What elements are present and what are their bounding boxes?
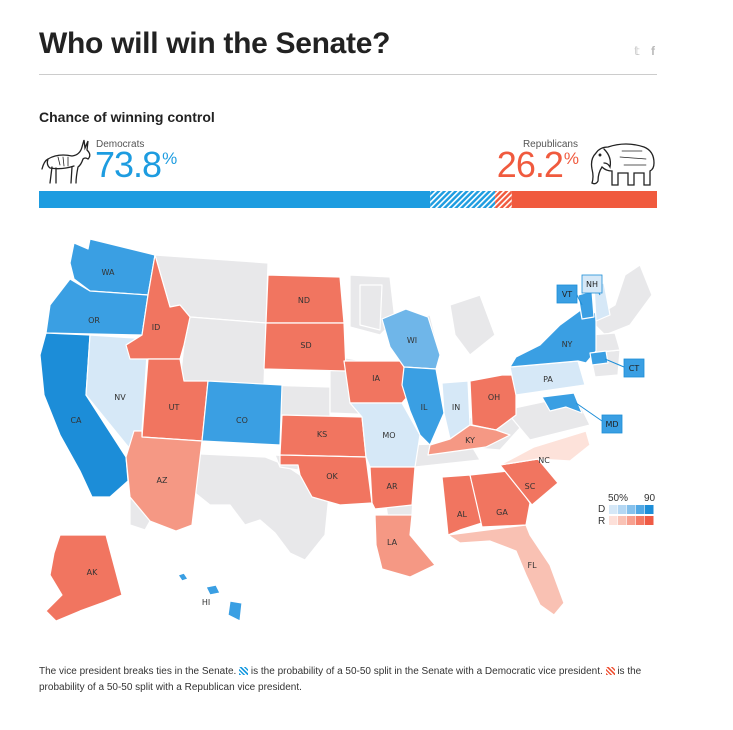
bar-republicans-tie xyxy=(495,191,512,208)
share-buttons: 𝕥 f xyxy=(626,44,655,58)
state-nc[interactable] xyxy=(499,430,591,466)
republicans-chance: 26.2% xyxy=(496,144,579,185)
bar-democrats-tie xyxy=(430,191,496,208)
democrats-label: Democrats xyxy=(96,139,145,150)
legend-swatch-r-2 xyxy=(618,516,627,525)
legend-swatch-d-2 xyxy=(618,505,627,514)
state-co[interactable] xyxy=(201,380,283,446)
state-label-az: AZ xyxy=(157,476,168,485)
legend-dem-row-label: D xyxy=(598,504,606,515)
bar-democrats-solid xyxy=(39,191,431,208)
legend-swatch-d-4 xyxy=(636,505,645,514)
state-il[interactable] xyxy=(401,366,445,446)
state-ky[interactable] xyxy=(427,424,511,456)
footnote-part-1: The vice president breaks ties in the Se… xyxy=(39,666,237,677)
state-label-la: LA xyxy=(387,538,398,547)
state-ct[interactable] xyxy=(589,350,609,366)
senate-state-map: WA OR CA NV ID UT AZ CO ND SD KS OK IA MO AR LA WI IL IN OH… xyxy=(39,238,653,622)
state-ok[interactable] xyxy=(279,454,373,506)
callout-box-ct[interactable] xyxy=(623,358,645,378)
state-label-ia: IA xyxy=(372,374,380,383)
state-md[interactable] xyxy=(541,392,583,414)
state-az[interactable] xyxy=(125,430,203,532)
state-fl[interactable] xyxy=(447,524,565,616)
legend-swatch-r-4 xyxy=(636,516,645,525)
state-ga[interactable] xyxy=(469,470,531,528)
rep-tie-swatch-icon xyxy=(605,667,615,675)
twitter-icon[interactable]: 𝕥 xyxy=(634,44,640,58)
state-label-fl: FL xyxy=(527,561,537,570)
legend-swatches xyxy=(609,505,654,525)
footnote: The vice president breaks ties in the Se… xyxy=(39,664,669,696)
dem-tie-swatch-icon xyxy=(239,667,249,675)
state-label-nd: ND xyxy=(298,296,310,305)
state-label-ny: NY xyxy=(562,340,573,349)
state-label-hi: HI xyxy=(202,598,210,607)
legend-swatch-d-3 xyxy=(627,505,636,514)
state-label-il: IL xyxy=(421,403,428,412)
legend-swatch-d-5 xyxy=(645,505,654,514)
state-label-ok: OK xyxy=(326,472,338,481)
footnote-part-2: is the probability of a 50-50 split in t… xyxy=(250,666,603,677)
state-label-vt: VT xyxy=(562,290,572,299)
legend-swatch-r-3 xyxy=(627,516,636,525)
state-label-nv: NV xyxy=(114,393,126,402)
state-label-co: CO xyxy=(236,416,248,425)
state-ak[interactable] xyxy=(45,534,123,622)
control-subtitle: Chance of winning control xyxy=(39,109,215,125)
callout-box-md[interactable] xyxy=(601,414,623,434)
callout-box-vt[interactable] xyxy=(556,284,578,304)
legend-swatch-r-1 xyxy=(609,516,618,525)
state-label-ga: GA xyxy=(496,508,508,517)
state-ar[interactable] xyxy=(369,466,416,510)
state-label-mo: MO xyxy=(382,431,395,440)
state-la[interactable] xyxy=(374,514,436,578)
state-label-pa: PA xyxy=(543,375,553,384)
state-label-nc: NC xyxy=(538,456,550,465)
legend-high-label: 90 xyxy=(644,493,656,504)
bar-republicans-solid xyxy=(511,191,657,208)
state-label-wa: WA xyxy=(102,268,115,277)
legend-swatch-d-1 xyxy=(609,505,618,514)
state-wi[interactable] xyxy=(381,308,441,370)
callout-box-nh[interactable] xyxy=(581,274,603,294)
control-probability-bar xyxy=(39,191,657,208)
state-label-sd: SD xyxy=(300,341,311,350)
legend-rep-row-label: R xyxy=(598,516,606,527)
footnote-part-3: is the probability of a 50-50 split with… xyxy=(39,666,642,693)
state-label-ak: AK xyxy=(87,568,98,577)
callout-line-ct xyxy=(604,358,625,368)
state-label-ct: CT xyxy=(629,364,640,373)
page-title: Who will win the Senate? xyxy=(39,27,391,60)
state-label-in: IN xyxy=(452,403,460,412)
legend-swatch-r-5 xyxy=(645,516,654,525)
title-divider xyxy=(39,74,657,75)
legend-low-label: 50% xyxy=(608,493,629,504)
callout-line-md xyxy=(575,402,603,422)
state-ny[interactable] xyxy=(509,308,597,368)
state-label-wi: WI xyxy=(407,336,417,345)
state-label-ca: CA xyxy=(70,416,82,425)
state-hi[interactable] xyxy=(177,572,243,622)
democrats-chance: 73.8% xyxy=(95,144,177,185)
state-label-or: OR xyxy=(88,316,100,325)
state-label-al: AL xyxy=(457,510,467,519)
state-label-sc: SC xyxy=(525,482,536,491)
donkey-icon xyxy=(41,139,91,184)
state-label-md: MD xyxy=(605,420,618,429)
elephant-icon xyxy=(590,143,655,186)
republicans-label: Republicans xyxy=(522,139,578,150)
state-label-oh: OH xyxy=(488,393,500,402)
state-label-id: ID xyxy=(152,323,161,332)
state-label-ut: UT xyxy=(169,403,180,412)
state-label-ky: KY xyxy=(465,436,475,445)
state-label-ks: KS xyxy=(317,430,327,439)
facebook-icon[interactable]: f xyxy=(651,44,655,58)
state-label-ar: AR xyxy=(386,482,397,491)
state-label-nh: NH xyxy=(586,280,598,289)
